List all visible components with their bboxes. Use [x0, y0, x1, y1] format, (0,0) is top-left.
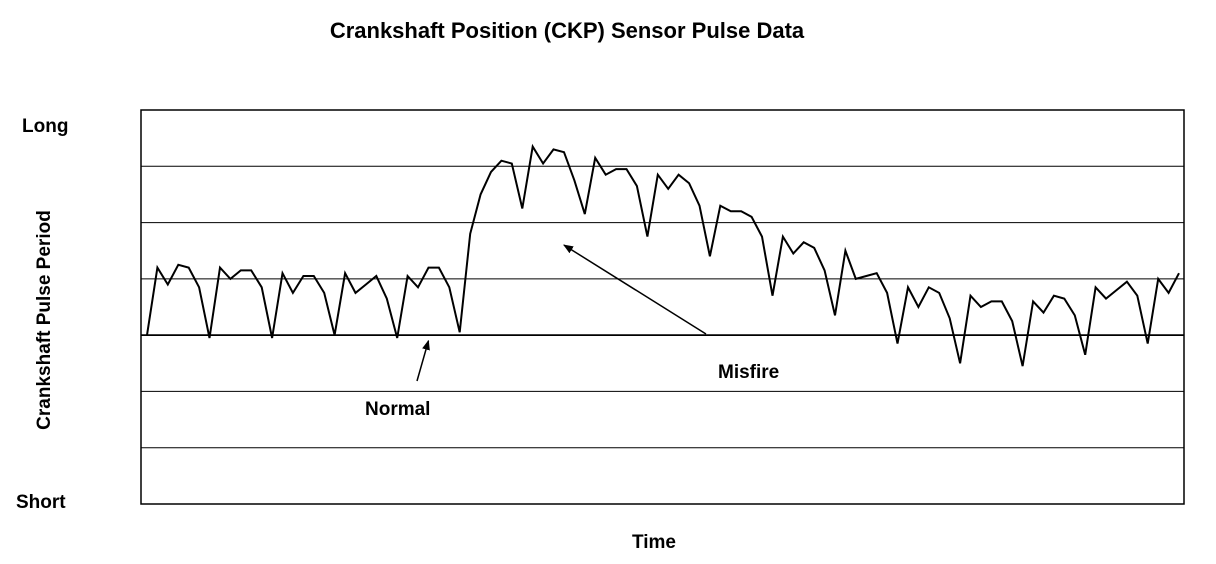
y-axis-bottom-label: Short	[16, 492, 66, 513]
y-axis-top-label: Long	[22, 116, 69, 137]
annotation-label: Misfire	[718, 362, 779, 383]
series-line	[146, 143, 1180, 367]
plot-frame	[140, 109, 1185, 505]
annotation-label: Normal	[365, 399, 430, 420]
chart-title: Crankshaft Position (CKP) Sensor Pulse D…	[329, 18, 805, 43]
x-axis-label: Time	[631, 532, 677, 553]
annotation-arrow	[563, 244, 707, 335]
annotation-arrow	[416, 339, 430, 382]
